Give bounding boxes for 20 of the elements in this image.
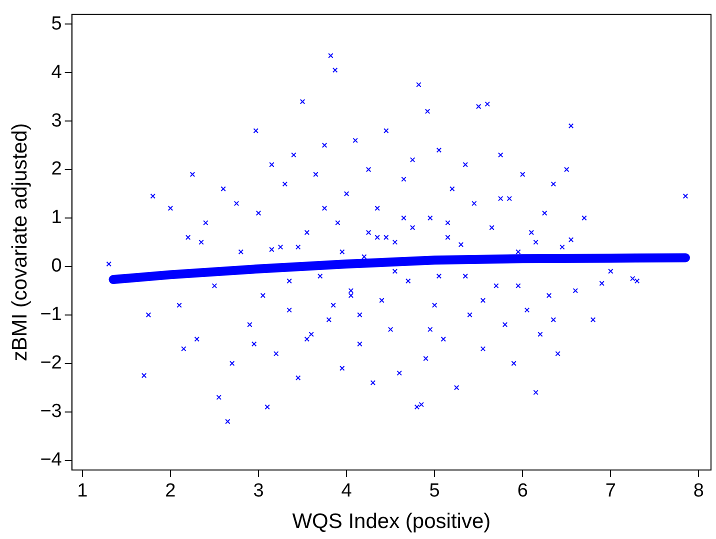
y-tick-label: 0 xyxy=(51,256,62,277)
y-tick-label: 3 xyxy=(51,110,62,132)
x-tick-label: 4 xyxy=(341,480,352,502)
y-tick-label: 2 xyxy=(51,158,62,180)
y-tick-label: 4 xyxy=(51,62,62,83)
x-tick-label: 8 xyxy=(693,480,704,502)
y-tick-label: −3 xyxy=(40,401,62,422)
y-tick-label: −1 xyxy=(40,304,62,326)
y-tick-label: 5 xyxy=(51,13,62,34)
x-tick-label: 3 xyxy=(253,480,264,502)
y-tick-label: −2 xyxy=(40,352,62,374)
x-tick-label: 6 xyxy=(517,480,528,502)
x-tick-label: 5 xyxy=(429,480,440,502)
x-tick-label: 2 xyxy=(165,480,176,502)
x-tick-label: 7 xyxy=(605,480,616,502)
y-tick-label: 1 xyxy=(51,207,62,228)
x-axis-title: WQS Index (positive) xyxy=(292,510,491,534)
y-tick-label: −4 xyxy=(40,450,62,471)
x-tick-label: 1 xyxy=(77,480,88,502)
y-axis-title: zBMI (covariate adjusted) xyxy=(8,123,32,362)
